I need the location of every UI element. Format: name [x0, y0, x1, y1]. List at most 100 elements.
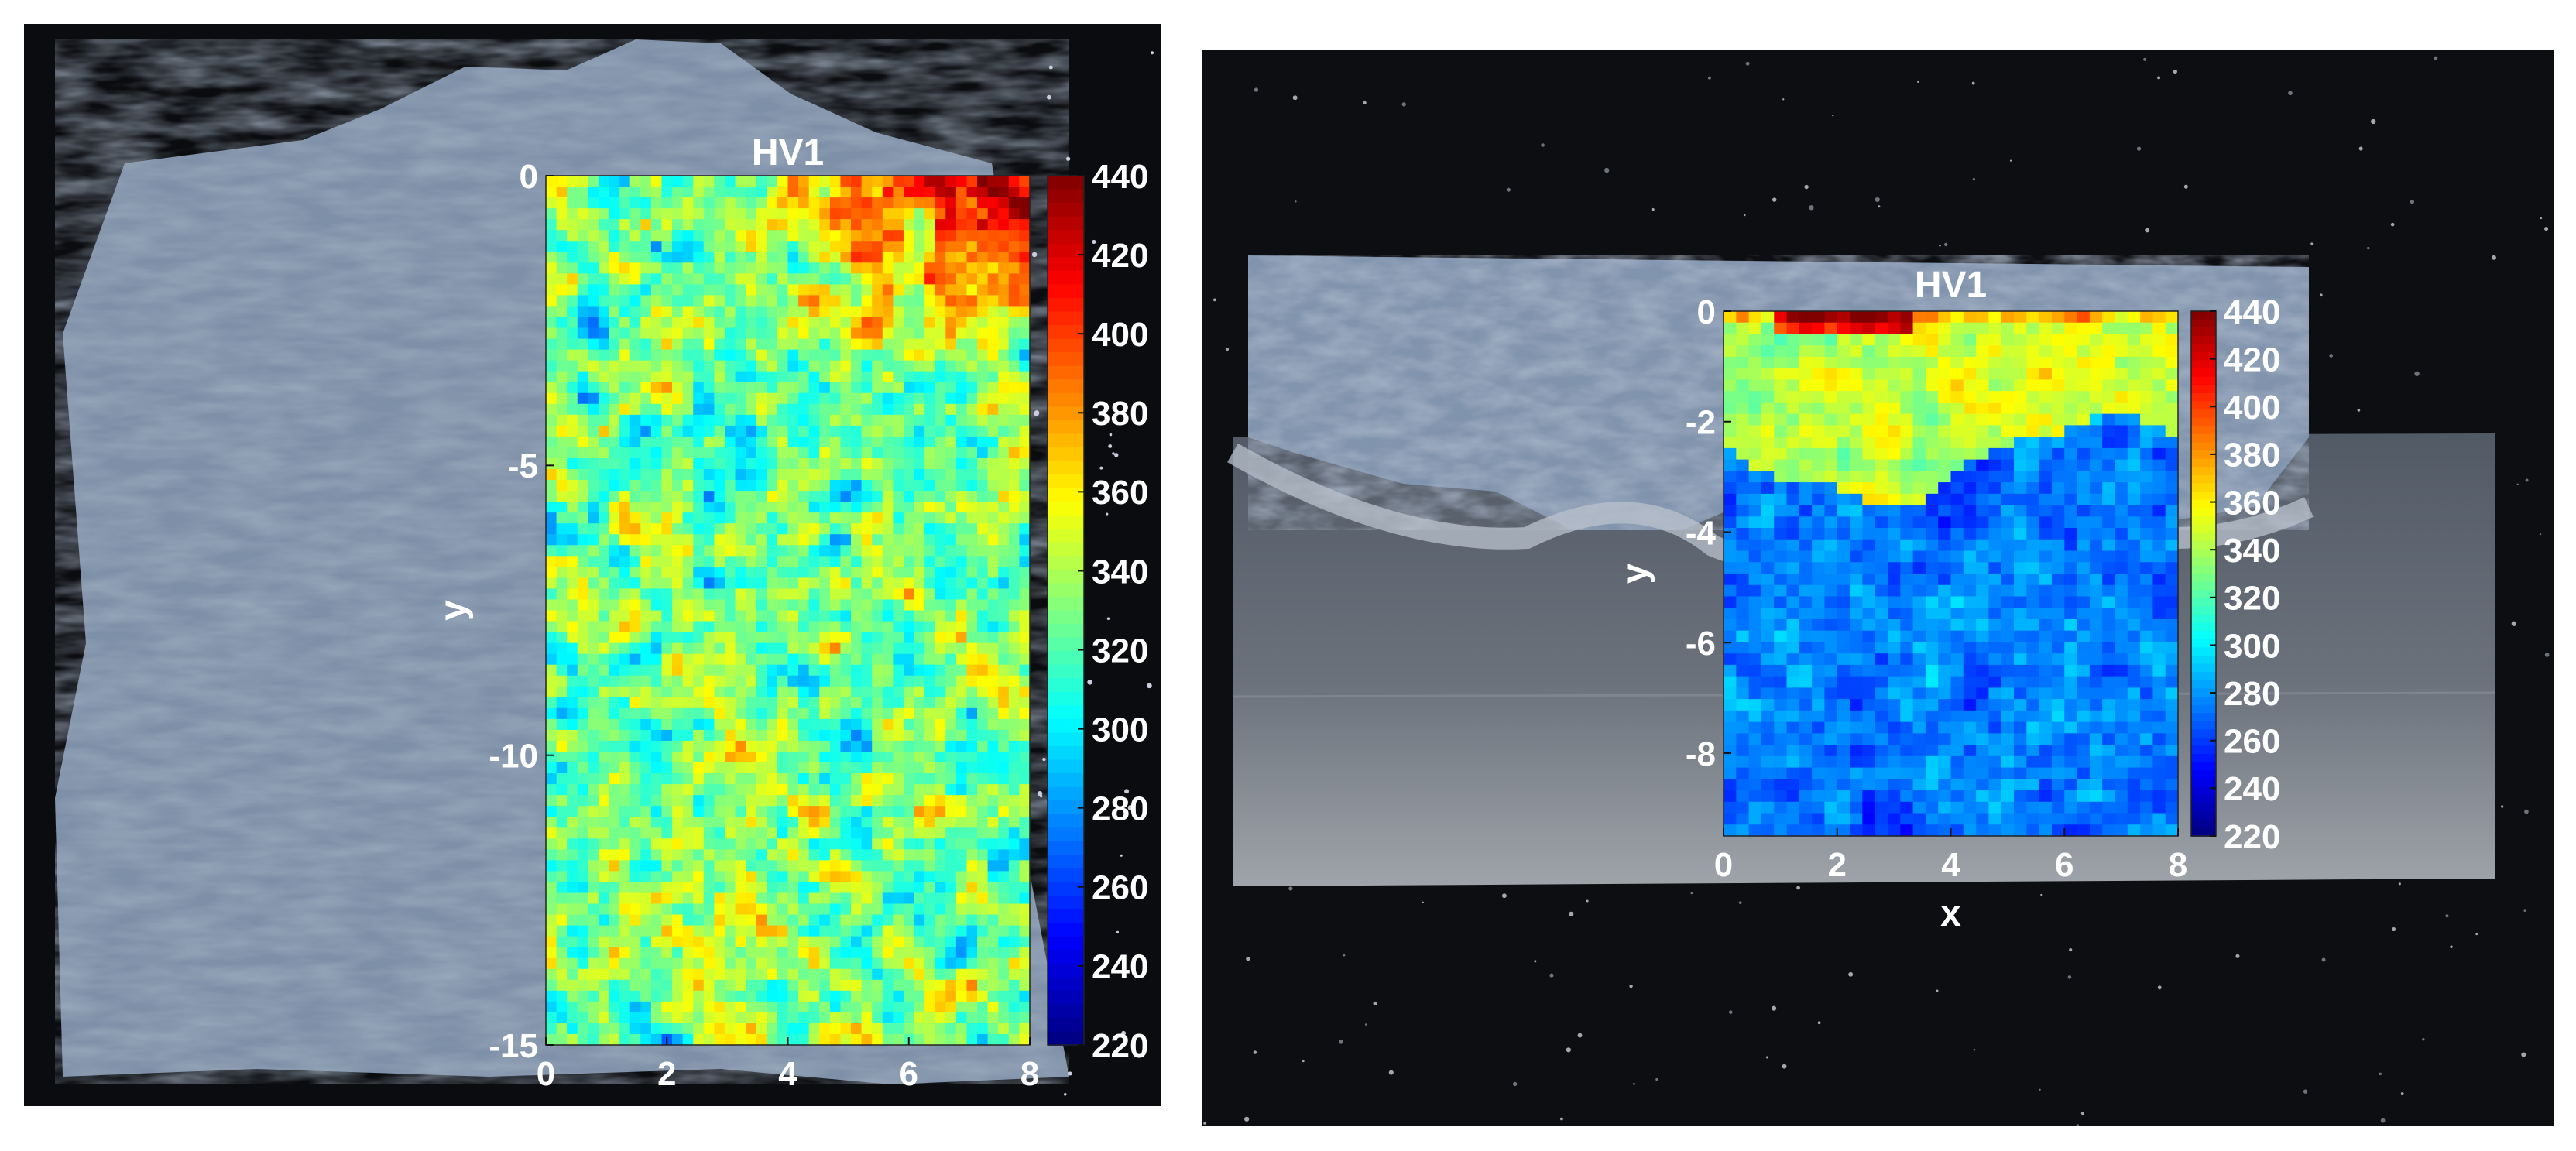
left-heat-cell: [567, 480, 578, 492]
left-heat-cell: [1008, 457, 1020, 470]
left-heat-cell: [735, 447, 746, 459]
left-heat-cell: [724, 317, 736, 329]
left-heat-cell: [977, 784, 989, 796]
left-heat-cell: [1019, 360, 1031, 372]
left-heat-cell: [650, 295, 663, 307]
left-heat-cell: [914, 1023, 925, 1035]
left-heat-cell: [609, 1012, 620, 1024]
left-colorbar-tick-label: 360: [1092, 474, 1148, 512]
right-speckle: [2501, 805, 2504, 808]
left-heat-cell: [640, 860, 652, 872]
left-heat-cell: [787, 241, 799, 252]
right-heat-cell: [1963, 505, 1977, 517]
left-heat-cell: [682, 675, 694, 687]
left-heat-cell: [955, 817, 968, 828]
right-heat-cell: [1736, 402, 1750, 415]
left-heat-cell: [977, 806, 989, 817]
right-heat-cell: [2127, 528, 2141, 540]
right-heat-cell: [1950, 574, 1964, 586]
left-heat-cell: [777, 740, 789, 752]
left-heat-cell: [714, 707, 725, 720]
left-heat-cell: [703, 187, 715, 198]
left-heat-cell: [609, 740, 620, 752]
left-heat-cell: [903, 545, 915, 557]
left-heat-cell: [924, 502, 936, 513]
left-heat-cell: [872, 795, 883, 807]
right-heat-cell: [1812, 334, 1826, 346]
left-heat-cell: [1008, 914, 1020, 927]
left-heat-cell: [998, 664, 1010, 677]
left-heat-cell: [798, 653, 810, 666]
left-heat-cell: [808, 892, 820, 905]
left-heat-cell: [819, 577, 831, 590]
right-heat-cell: [1837, 596, 1851, 608]
right-speckle: [2524, 809, 2529, 814]
left-heat-cell: [629, 230, 641, 242]
left-heat-cell: [987, 588, 999, 601]
left-heat-cell: [661, 990, 673, 1002]
left-heat-cell: [1019, 545, 1031, 557]
left-heat-cell: [546, 327, 557, 340]
left-colorbar-band: [1048, 651, 1084, 666]
left-heat-cell: [882, 990, 894, 1002]
left-heat-cell: [629, 349, 641, 361]
right-heat-cell: [1761, 528, 1775, 540]
left-heat-cell: [598, 1001, 610, 1013]
left-heat-cell: [787, 447, 799, 459]
left-heat-cell: [787, 457, 799, 470]
left-heat-cell: [577, 491, 588, 502]
left-colorbar-band: [1048, 909, 1084, 923]
right-speckle: [2303, 1089, 2308, 1094]
left-heat-cell: [977, 545, 989, 557]
right-heat-cell: [1837, 391, 1851, 403]
left-heat-cell: [767, 512, 778, 524]
right-heat-cell: [2165, 471, 2179, 483]
left-heat-cell: [756, 957, 767, 970]
right-speckle: [2450, 945, 2453, 948]
left-heat-cell: [714, 903, 725, 916]
left-heat-cell: [1019, 806, 1031, 817]
left-heat-cell: [650, 979, 663, 992]
left-heat-cell: [661, 707, 673, 720]
left-heat-cell: [567, 882, 578, 894]
left-heat-cell: [798, 457, 810, 470]
right-heat-cell: [2152, 345, 2166, 358]
left-heat-cell: [546, 436, 557, 448]
left-colorbar-band: [1048, 610, 1084, 625]
left-heat-cell: [1019, 502, 1031, 513]
left-heat-cell: [767, 947, 778, 959]
left-heat-cell: [945, 849, 957, 861]
left-heat-cell: [567, 371, 578, 383]
left-heat-cell: [546, 447, 557, 459]
left-heat-cell: [955, 371, 968, 383]
right-heat-cell: [2140, 459, 2153, 471]
left-heat-cell: [556, 436, 568, 448]
left-heat-cell: [966, 306, 978, 318]
left-heat-cell: [588, 621, 599, 633]
left-heat-cell: [798, 447, 810, 459]
left-heat-cell: [924, 914, 936, 927]
right-heat-cell: [1976, 334, 1990, 346]
left-heat-cell: [977, 632, 989, 644]
left-heat-cell: [924, 512, 936, 524]
left-heat-cell: [724, 697, 736, 709]
right-speckle: [1534, 960, 1537, 963]
left-colorbar-band: [1048, 637, 1084, 652]
left-heat-cell: [640, 512, 652, 524]
left-heat-cell: [672, 686, 684, 698]
left-heat-cell: [998, 556, 1010, 567]
right-heat-cell: [1875, 596, 1888, 608]
left-heat-cell: [945, 545, 957, 557]
left-heat-cell: [872, 306, 883, 318]
left-heat-cell: [935, 871, 946, 883]
left-heat-cell: [914, 556, 925, 567]
right-heat-cell: [2026, 391, 2040, 403]
left-heat-cell: [829, 675, 842, 687]
left-speckle: [1106, 617, 1110, 620]
right-heat-cell: [1774, 574, 1788, 586]
right-heat-cell: [2089, 391, 2103, 403]
left-heat-cell: [893, 176, 904, 187]
right-heat-cell: [2115, 539, 2128, 552]
right-heat-cell: [1761, 574, 1775, 586]
left-heat-cell: [714, 838, 725, 850]
